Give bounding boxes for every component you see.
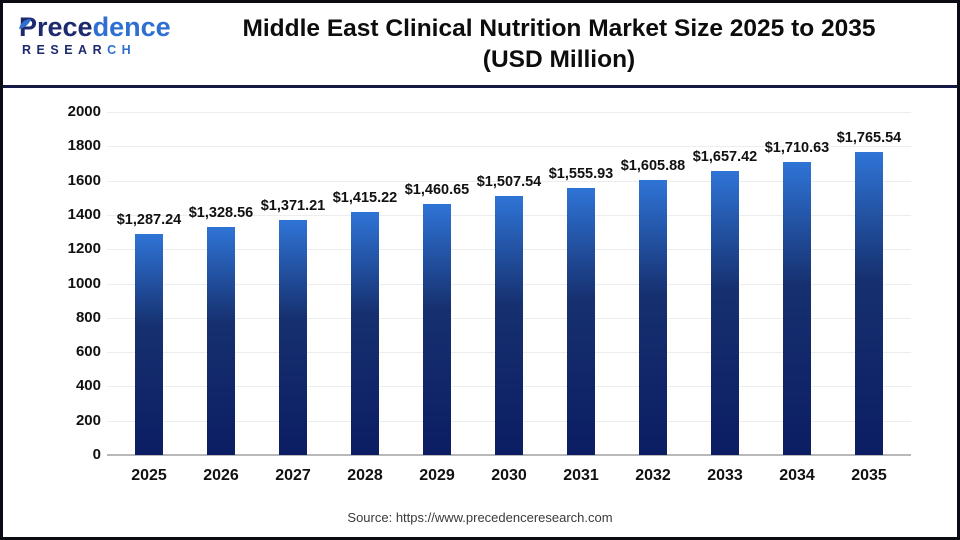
brand-logo: Precedence RESEARCH <box>19 13 194 57</box>
gridline <box>107 180 911 182</box>
x-tick-label: 2029 <box>419 467 455 484</box>
gridline <box>107 146 911 148</box>
x-tick-label: 2032 <box>635 467 671 484</box>
bar-2028 <box>351 212 379 455</box>
bar-value-label: $1,287.24 <box>116 212 182 229</box>
brand-sub-dark: RESEAR <box>22 43 108 58</box>
y-tick-label: 1600 <box>67 171 101 189</box>
y-tick-label: 1800 <box>67 137 101 155</box>
bar-2029 <box>423 204 451 455</box>
brand-name-dark: Prece <box>19 12 93 42</box>
bar-2025 <box>135 234 163 455</box>
y-tick-label: 800 <box>75 308 101 326</box>
brand-logo-subtitle: RESEARCH <box>19 44 194 57</box>
x-tick-label: 2035 <box>851 467 887 484</box>
y-tick-label: 1000 <box>67 274 101 292</box>
x-tick-label: 2030 <box>491 467 527 484</box>
leaf-icon <box>18 7 32 35</box>
bar-2035 <box>855 152 883 455</box>
bar-2030 <box>495 196 523 455</box>
title-line-2: (USD Million) <box>482 46 636 73</box>
brand-name-blue: dence <box>92 12 171 42</box>
x-tick-label: 2031 <box>563 467 599 484</box>
bar-value-label: $1,605.88 <box>620 157 686 174</box>
bar-2033 <box>711 170 739 455</box>
bar-2027 <box>279 219 307 455</box>
bar-2031 <box>567 188 595 455</box>
bar-2032 <box>639 179 667 455</box>
brand-sub-blue: CH <box>107 43 137 58</box>
x-tick-label: 2028 <box>347 467 383 484</box>
y-tick-label: 1200 <box>67 240 101 258</box>
page-title: Middle East Clinical Nutrition Market Si… <box>3 13 957 76</box>
y-tick-label: 600 <box>75 343 101 361</box>
x-tick-label: 2027 <box>275 467 311 484</box>
bar-chart: 0 200 400 600 800 1000 1200 1400 1600 1800 2000 $1,… <box>3 88 957 537</box>
x-tick-label: 2034 <box>779 467 815 484</box>
bar-2034 <box>783 161 811 455</box>
bar-value-label: $1,657.42 <box>692 148 758 165</box>
x-axis-line <box>107 454 911 456</box>
title-line-1: Middle East Clinical Nutrition Market Si… <box>242 14 876 42</box>
gridline <box>107 112 911 113</box>
bar-value-label: $1,555.93 <box>548 166 614 183</box>
bar-value-label: $1,710.63 <box>764 139 830 156</box>
bar-value-label: $1,415.22 <box>332 190 398 207</box>
x-tick-label: 2025 <box>131 467 167 484</box>
header: Precedence RESEARCH Middle East Clinical… <box>3 3 957 88</box>
bar-value-label: $1,460.65 <box>404 182 470 199</box>
y-tick-label: 200 <box>75 411 101 429</box>
bar-value-label: $1,507.54 <box>476 174 542 191</box>
x-tick-label: 2026 <box>203 467 239 484</box>
y-tick-label: 2000 <box>67 103 101 120</box>
x-tick-label: 2033 <box>707 467 743 484</box>
bar-2026 <box>207 227 235 455</box>
bar-value-label: $1,371.21 <box>260 197 326 214</box>
bar-value-label: $1,328.56 <box>188 205 254 222</box>
source-note: Source: https://www.precedenceresearch.c… <box>347 510 613 525</box>
y-tick-label: 400 <box>75 377 101 395</box>
y-tick-label: 0 <box>92 446 101 463</box>
brand-logo-wordmark: Precedence <box>19 13 194 41</box>
y-tick-label: 1400 <box>67 205 101 223</box>
bar-value-label: $1,765.54 <box>836 130 902 147</box>
